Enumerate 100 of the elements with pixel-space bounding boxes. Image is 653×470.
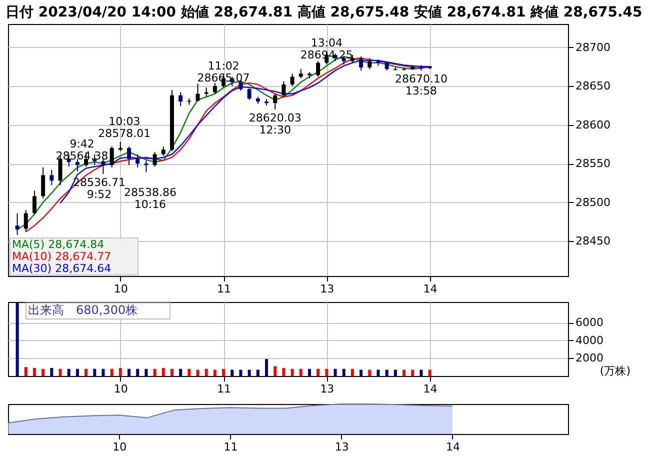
candlestick: [161, 146, 166, 156]
annotation: 28538.86 10:16: [124, 186, 176, 212]
bar: [230, 370, 234, 376]
y-tick-label: 28450: [576, 234, 610, 248]
y-tick-label: 4000: [576, 334, 604, 347]
candlestick: [298, 68, 303, 79]
candlestick: [136, 154, 140, 168]
series-label: MA(5) 28,674.84: [12, 238, 104, 251]
bar: [153, 368, 156, 376]
candlestick: [152, 151, 157, 168]
bar: [385, 370, 388, 376]
chart-title: 日付 2023/04/20 14:00 始値 28,674.81 高値 28,675.48 安値 28,674.81 終値 28,675.45: [6, 4, 642, 20]
x-tick-label: 13: [320, 282, 334, 296]
candlestick: [110, 146, 114, 168]
text: MA(10) 28,674.77: [12, 250, 112, 263]
x-tick-label: 13: [334, 440, 349, 454]
y-tick-label: 28500: [576, 196, 610, 209]
candlestick: [368, 58, 372, 70]
bar: [179, 368, 182, 376]
x-tick-label: 11: [217, 282, 232, 296]
bar: [128, 368, 131, 376]
text: MA(30) 28,674.64: [12, 262, 112, 275]
bar: [350, 368, 354, 376]
annotation: 28620.03 12:30: [248, 111, 302, 136]
bar: [402, 370, 406, 376]
bar: [290, 368, 294, 376]
x-tick-label: 11: [224, 440, 238, 454]
x-tick-label: 10: [112, 440, 127, 454]
x-tick-label: 14: [423, 382, 438, 396]
y-axis-title: (万株): [600, 364, 630, 378]
candlestick: [359, 56, 364, 72]
bar: [325, 368, 328, 376]
x-tick-label: 14: [446, 440, 460, 454]
candlestick: [196, 83, 200, 102]
bar: [170, 368, 174, 376]
bar: [411, 370, 414, 376]
bar: [102, 368, 105, 376]
annotation: 28670.10 13:58: [394, 72, 448, 98]
bar: [76, 368, 79, 376]
bar: [16, 302, 19, 376]
bar: [308, 368, 311, 376]
y-tick-label: 28600: [576, 118, 610, 132]
bar: [274, 366, 277, 376]
bar: [342, 368, 346, 376]
bar: [110, 368, 114, 376]
bar: [368, 370, 372, 376]
candlestick: [41, 166, 46, 199]
bar: [316, 368, 320, 376]
bar: [360, 370, 363, 376]
bar: [299, 368, 302, 376]
bar: [334, 368, 337, 376]
bar: [394, 370, 397, 376]
candlestick: [144, 160, 148, 173]
candlestick: [273, 93, 278, 110]
x-tick-label: 11: [217, 382, 232, 396]
candlestick: [247, 88, 252, 100]
candlestick: [127, 146, 132, 166]
bar: [32, 368, 36, 376]
bar: [42, 368, 45, 376]
annotation: 10:03 28578.01: [98, 114, 151, 140]
bar: [213, 370, 216, 376]
y-tick-label: 6000: [576, 316, 604, 330]
x-tick-label: 14: [423, 282, 438, 296]
candlestick: [50, 169, 54, 186]
bar: [256, 370, 260, 376]
bar: [84, 368, 88, 376]
candlestick: [118, 141, 122, 152]
candlestick: [282, 80, 286, 98]
bar: [265, 359, 268, 376]
candlestick: [178, 92, 183, 107]
candlestick: [290, 73, 294, 87]
bar: [239, 370, 242, 376]
y-tick-label: 28650: [576, 80, 610, 93]
x-tick-label: 10: [114, 382, 128, 396]
candlestick: [204, 87, 208, 98]
candlestick: [316, 60, 320, 78]
x-tick-label: 10: [114, 282, 128, 296]
bar: [204, 368, 208, 376]
bar: [282, 368, 286, 376]
x-tick-label: 13: [320, 382, 334, 396]
bar: [376, 370, 380, 376]
candlestick: [32, 190, 36, 216]
y-tick-label: 2000: [576, 352, 604, 365]
candlestick: [24, 210, 28, 232]
bar: [67, 368, 70, 376]
bar: [222, 368, 226, 376]
bar: [188, 368, 191, 376]
chart-title: 出来高 680,300株: [28, 303, 138, 317]
candlestick: [101, 158, 106, 174]
bar: [24, 367, 28, 376]
bar: [58, 368, 62, 376]
bar: [93, 368, 96, 376]
bar: [136, 368, 140, 376]
bar: [144, 368, 148, 376]
bar: [428, 370, 432, 376]
bar: [248, 370, 251, 376]
bar: [50, 368, 54, 376]
bar: [420, 370, 423, 376]
candlestick: [15, 212, 20, 236]
y-tick-label: 28700: [576, 40, 610, 54]
